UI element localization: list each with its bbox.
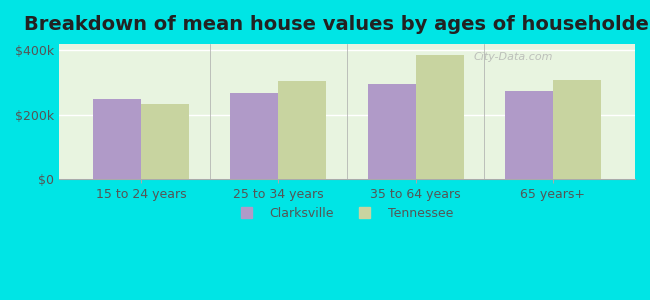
Bar [278,81,326,179]
Bar [367,84,415,179]
Title: Breakdown of mean house values by ages of householders: Breakdown of mean house values by ages o… [24,15,650,34]
Text: City-Data.com: City-Data.com [474,52,553,62]
Bar [415,55,463,179]
Bar [141,103,189,179]
Bar [93,99,141,179]
Bar [504,91,552,179]
Bar [230,93,278,179]
Legend: Clarksville, Tennessee: Clarksville, Tennessee [236,202,458,225]
Bar [552,80,601,179]
